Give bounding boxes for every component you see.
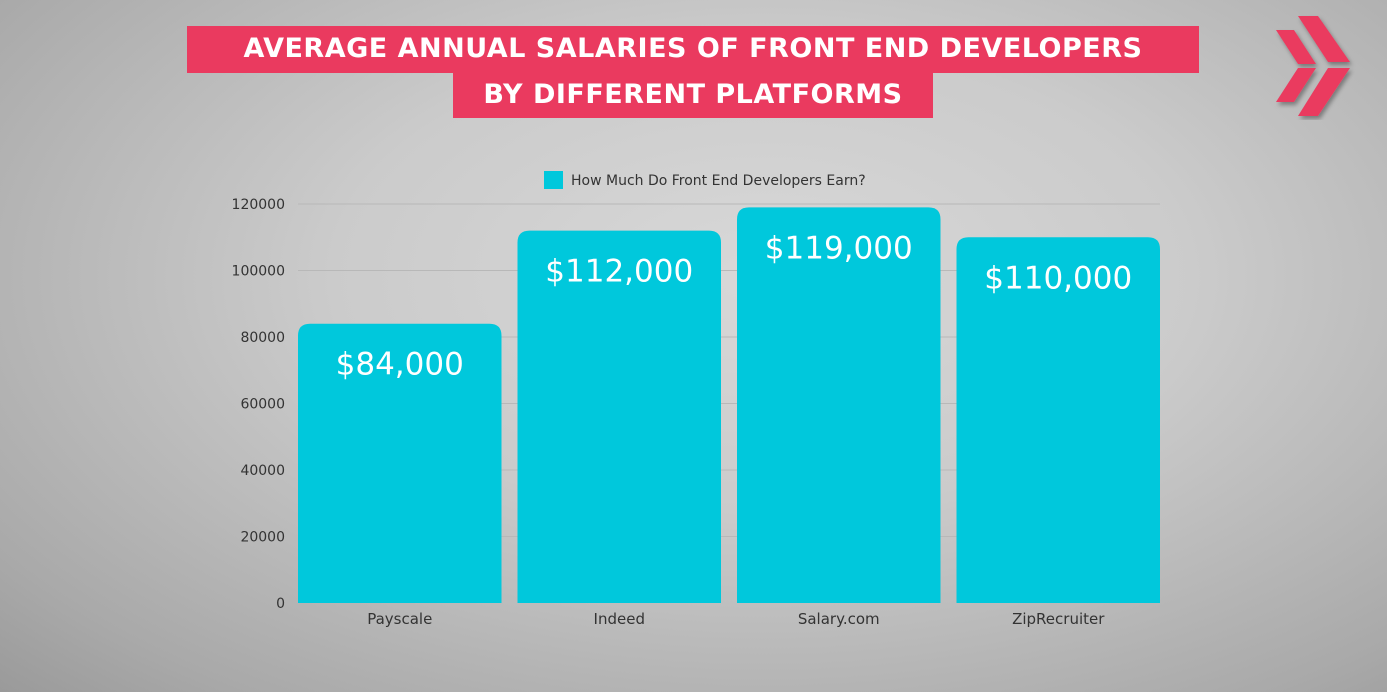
y-tick-label: 0 [276,596,285,612]
y-tick-label: 60000 [240,397,285,413]
y-tick-label: 20000 [240,530,285,546]
x-category-label: Payscale [367,610,432,628]
x-category-label: ZipRecruiter [1012,610,1105,628]
y-tick-label: 40000 [240,463,285,479]
chart-title-line-2: BY DIFFERENT PLATFORMS [453,72,933,118]
double-chevron-right-icon [1276,16,1350,116]
bar-salarycom [737,207,941,603]
y-tick-label: 80000 [240,330,285,346]
bar-ziprecruiter [956,237,1160,603]
bar-indeed [517,230,721,603]
legend: How Much Do Front End Developers Earn? [544,171,866,189]
legend-label: How Much Do Front End Developers Earn? [571,173,866,189]
y-tick-label: 100000 [232,264,285,280]
x-category-label: Salary.com [798,610,880,628]
data-label: $84,000 [336,347,464,383]
data-label: $119,000 [765,230,913,266]
data-label: $110,000 [984,260,1132,296]
x-category-label: Indeed [594,610,645,628]
data-label: $112,000 [545,254,693,290]
chart-title-line-1: AVERAGE ANNUAL SALARIES OF FRONT END DEV… [187,26,1199,73]
legend-swatch [544,171,563,189]
y-tick-label: 120000 [232,197,285,213]
bar-payscale [298,323,502,603]
